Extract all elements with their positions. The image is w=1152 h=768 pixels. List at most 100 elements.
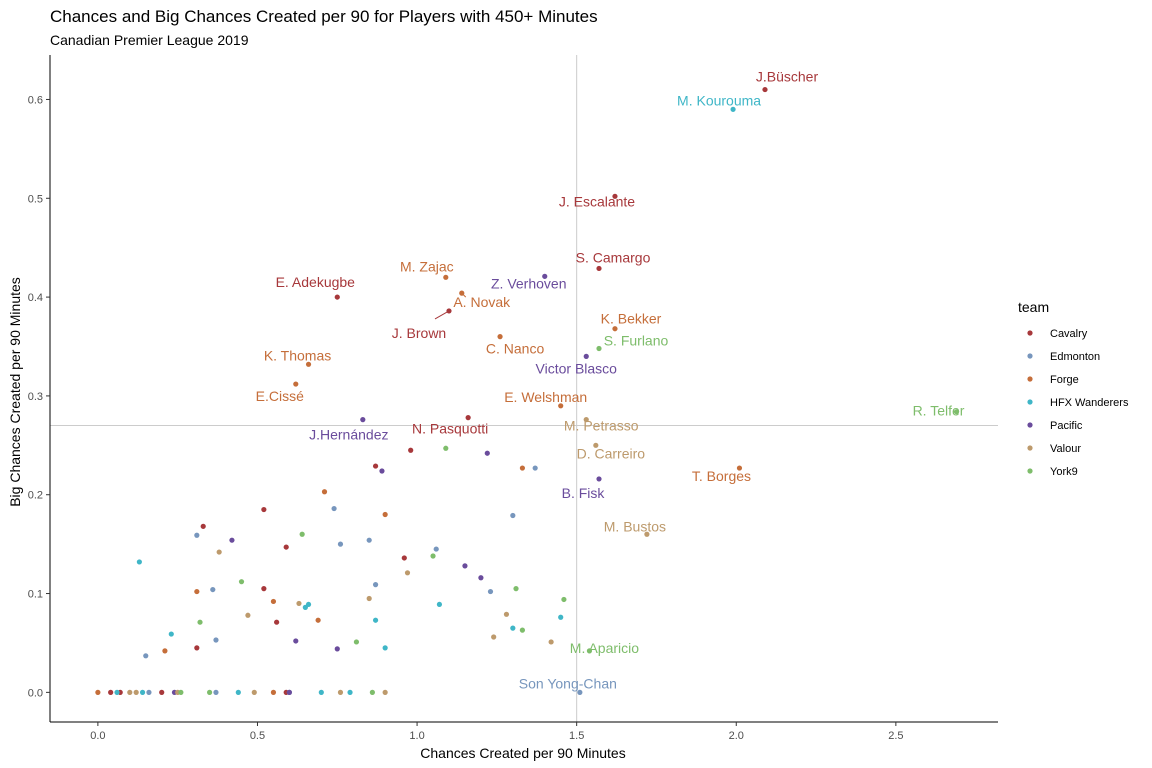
data-point — [404, 570, 411, 576]
point-label: K. Bekker — [601, 311, 662, 327]
data-point — [436, 601, 443, 608]
data-point — [296, 600, 302, 607]
data-point — [762, 86, 768, 93]
data-point — [583, 353, 589, 359]
label-leader-line — [434, 310, 450, 320]
data-point — [443, 274, 449, 280]
data-point — [293, 638, 299, 644]
data-point — [586, 648, 593, 654]
data-point — [953, 409, 960, 415]
legend-label: HFX Wanderers — [1050, 397, 1129, 409]
data-point — [334, 646, 340, 652]
data-point — [596, 265, 602, 272]
legend-label: Edmonton — [1050, 351, 1100, 363]
x-tick-label: 1.5 — [569, 730, 584, 742]
legend-label: Cavalry — [1050, 328, 1088, 340]
data-point — [542, 273, 548, 279]
data-point — [360, 417, 366, 423]
data-point — [197, 619, 203, 625]
y-tick-label: 0.2 — [28, 490, 43, 502]
data-point — [213, 689, 219, 695]
legend-key — [1027, 353, 1033, 359]
data-point — [532, 465, 538, 471]
point-labels: J.Büscher M. Kourouma J. Escalante S. Camar… — [256, 69, 965, 692]
point-label: A. Novak — [453, 294, 511, 310]
data-point — [286, 689, 292, 695]
data-point — [334, 294, 340, 300]
point-label: M. Zajac — [400, 258, 454, 274]
data-point — [194, 645, 200, 651]
chart-title: Chances and Big Chances Created per 90 f… — [50, 7, 598, 26]
point-label: S. Camargo — [576, 249, 651, 265]
data-point — [503, 611, 510, 617]
x-axis-title: Chances Created per 90 Minutes — [420, 745, 625, 761]
point-label: Z. Verhoven — [491, 275, 567, 291]
legend-label: Valour — [1050, 443, 1081, 455]
data-point — [596, 476, 602, 482]
legend: team Cavalry Edmonton Forge HFX Wanderers Pa… — [1018, 299, 1129, 478]
data-point — [270, 598, 277, 605]
data-point — [382, 511, 388, 518]
data-point — [497, 334, 503, 340]
data-point — [178, 689, 184, 695]
point-label: M. Kourouma — [677, 92, 761, 108]
data-point — [321, 489, 328, 495]
point-label: D. Carreiro — [577, 445, 646, 461]
x-tick-label: 0.0 — [90, 730, 105, 742]
point-label: Son Yong-Chan — [519, 675, 617, 691]
point-label: T. Borges — [692, 468, 751, 484]
data-point — [261, 586, 267, 592]
x-tick-label: 2.0 — [729, 730, 744, 742]
data-point — [577, 689, 583, 695]
data-point — [305, 361, 312, 367]
data-point — [596, 345, 602, 352]
point-label: M. Bustos — [604, 518, 666, 534]
data-point — [213, 637, 219, 643]
data-point — [558, 403, 564, 409]
data-point — [162, 648, 168, 654]
data-point — [331, 505, 337, 512]
data-point — [235, 689, 241, 695]
point-label: S. Furlano — [604, 332, 669, 348]
point-label: E. Adekugbe — [276, 274, 356, 290]
data-point — [443, 445, 449, 451]
point-label: J. Brown — [392, 325, 446, 341]
data-point — [318, 689, 324, 695]
data-point — [379, 468, 385, 474]
data-point — [561, 596, 567, 603]
data-point — [558, 614, 564, 620]
data-point — [270, 689, 277, 695]
legend-key — [1027, 445, 1033, 451]
data-point — [305, 601, 312, 608]
data-point — [200, 523, 206, 529]
point-label: E. Welshman — [504, 389, 587, 405]
x-tick-label: 1.0 — [409, 730, 424, 742]
point-label: B. Fisk — [562, 485, 606, 501]
legend-key — [1027, 376, 1033, 382]
data-point — [519, 627, 526, 633]
data-point — [133, 689, 139, 695]
y-tick-label: 0.5 — [28, 193, 43, 205]
x-axis-ticks: 0.0 0.5 1.0 1.5 2.0 2.5 — [90, 722, 904, 742]
point-label: Victor Blasco — [536, 360, 618, 376]
data-point — [216, 549, 222, 555]
data-point — [372, 463, 379, 469]
y-tick-label: 0.1 — [28, 589, 43, 601]
legend-label: Pacific — [1050, 420, 1083, 432]
data-point — [245, 612, 251, 618]
y-axis-title: Big Chances Created per 90 Minutes — [7, 277, 23, 507]
data-point — [274, 619, 280, 625]
x-tick-label: 2.5 — [888, 730, 903, 742]
data-point — [95, 689, 101, 695]
data-point — [510, 625, 516, 631]
data-point — [194, 532, 200, 538]
legend-key — [1027, 468, 1033, 474]
data-point — [194, 588, 200, 595]
data-point — [484, 450, 490, 456]
data-point — [353, 639, 360, 645]
point-label: E.Cissé — [256, 388, 304, 404]
data-point — [366, 595, 372, 602]
data-points — [95, 86, 960, 695]
data-point — [136, 559, 142, 565]
